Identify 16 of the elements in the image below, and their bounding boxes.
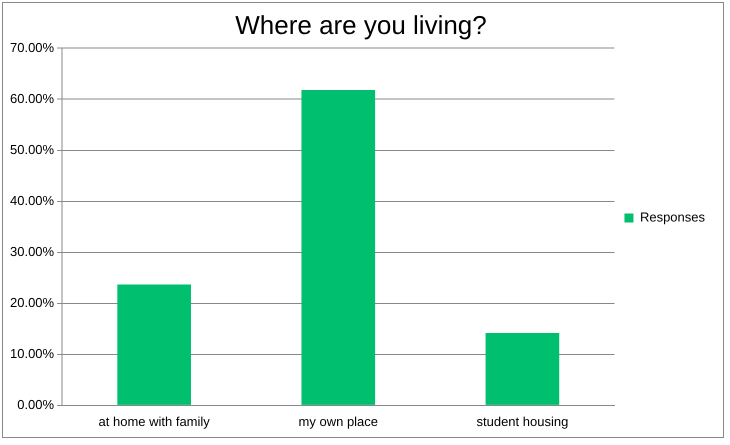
x-tick-label: student housing — [476, 414, 568, 429]
y-tick-label: 60.00% — [10, 90, 55, 106]
chart-title: Where are you living? — [235, 10, 487, 40]
y-tick-label: 20.00% — [10, 294, 55, 310]
y-tick-label: 40.00% — [10, 192, 55, 208]
bar — [301, 90, 376, 405]
x-tick-label: at home with family — [98, 414, 210, 429]
y-tick-label: 10.00% — [10, 346, 55, 361]
y-tick-label: 0.00% — [17, 396, 55, 412]
y-tick-label: 30.00% — [10, 244, 55, 259]
x-tick-label: my own place — [298, 414, 378, 429]
bar — [117, 284, 191, 405]
y-tick-label: 70.00% — [10, 40, 55, 55]
bar — [486, 332, 560, 405]
legend-label: Responses — [640, 210, 706, 225]
y-tick-label: 50.00% — [10, 142, 55, 157]
